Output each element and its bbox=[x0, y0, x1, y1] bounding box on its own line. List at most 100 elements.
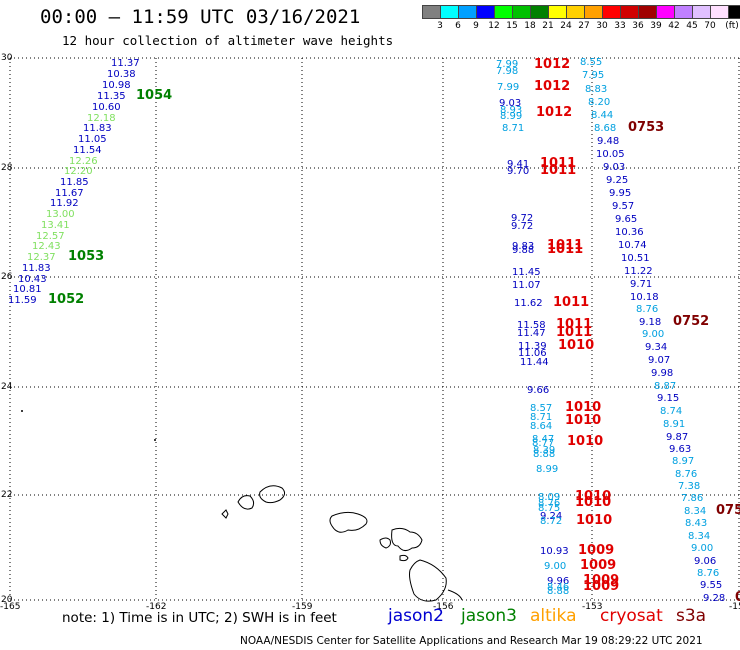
pass-time-label: 1053 bbox=[68, 249, 104, 264]
colorbar-swatch bbox=[728, 5, 740, 19]
wave-height-value: 10.18 bbox=[630, 292, 659, 303]
wave-height-value: 8.34 bbox=[688, 531, 710, 542]
wave-height-value: 9.34 bbox=[645, 342, 667, 353]
wave-height-value: 7.99 bbox=[496, 59, 518, 70]
pass-time-label: 1010 bbox=[575, 495, 611, 510]
longitude-tick: -156 bbox=[433, 602, 454, 612]
wave-height-value: 8.71 bbox=[530, 412, 552, 423]
island-molokai bbox=[329, 511, 368, 533]
wave-height-value: 8.43 bbox=[685, 518, 707, 529]
longitude-labels: -165 -162 -159 -156 -153 -15 bbox=[0, 602, 740, 612]
wave-height-value: 9.03 bbox=[499, 98, 521, 109]
wave-height-value: 9.03 bbox=[603, 162, 625, 173]
wave-height-value: 8.47 bbox=[532, 434, 554, 445]
wave-height-value: 8.57 bbox=[530, 403, 552, 414]
wave-height-value: 8.34 bbox=[684, 506, 706, 517]
wave-height-value: 11.39 bbox=[518, 341, 547, 352]
colorbar-label: 12 bbox=[488, 21, 500, 31]
wave-height-value: 8.76 bbox=[697, 568, 719, 579]
latitude-tick: 26 bbox=[1, 272, 13, 282]
pass-time-label: 1010 bbox=[567, 434, 603, 449]
wave-height-value: 11.83 bbox=[22, 263, 51, 274]
wave-height-value: 9.63 bbox=[669, 444, 691, 455]
pass-time-label: 1012 bbox=[536, 105, 572, 120]
colorbar-label: 42 bbox=[668, 21, 680, 31]
wave-height-value: 9.18 bbox=[639, 317, 661, 328]
wave-height-value: 11.45 bbox=[512, 267, 541, 278]
wave-height-value: 11.47 bbox=[517, 328, 546, 339]
wave-height-value: 8.99 bbox=[500, 111, 522, 122]
pass-time-label: 1011 bbox=[547, 242, 583, 257]
page-subtitle: 12 hour collection of altimeter wave hei… bbox=[62, 33, 394, 48]
wave-height-value: 7.95 bbox=[582, 70, 604, 81]
wave-height-value: 8.72 bbox=[540, 516, 562, 527]
map-dot bbox=[21, 410, 23, 412]
pass-time-label: 1010 bbox=[565, 400, 601, 415]
credit-footer: NOAA/NESDIS Center for Satellite Applica… bbox=[240, 635, 703, 647]
map-dot bbox=[154, 439, 156, 441]
wave-height-value: 11.54 bbox=[73, 145, 102, 156]
longitude-tick: -165 bbox=[0, 602, 20, 612]
latitude-tick: 28 bbox=[1, 163, 13, 173]
island-lanai bbox=[379, 537, 391, 549]
colorbar-label: 45 bbox=[686, 21, 698, 31]
wave-height-value: 8.93 bbox=[500, 105, 522, 116]
wave-height-value: 9.55 bbox=[700, 580, 722, 591]
pass-time-label: 1011 bbox=[556, 317, 592, 332]
island-niihau bbox=[221, 509, 229, 519]
pass-time-label: 1012 bbox=[534, 57, 570, 72]
wave-height-value: 11.85 bbox=[60, 177, 89, 188]
wave-height-value: 8.09 bbox=[538, 492, 560, 503]
wave-height-value: 9.72 bbox=[511, 213, 533, 224]
wave-height-value: 8.71 bbox=[502, 123, 524, 134]
colorbar-label: 6 bbox=[455, 21, 461, 31]
pass-time-label: 1009 bbox=[578, 543, 614, 558]
wave-height-value: 10.60 bbox=[92, 102, 121, 113]
wave-height-value: 13.00 bbox=[46, 209, 75, 220]
wave-height-value: 13.41 bbox=[41, 220, 70, 231]
wave-height-value: 10.51 bbox=[621, 253, 650, 264]
wave-height-value: 8.74 bbox=[660, 406, 682, 417]
pass-time-label: 0 bbox=[735, 590, 740, 605]
latitude-tick: 22 bbox=[1, 490, 12, 500]
pass-time-label: 1010 bbox=[558, 338, 594, 353]
pass-time-label: 1012 bbox=[534, 79, 570, 94]
island-maui bbox=[391, 527, 423, 552]
wave-height-value: 9.00 bbox=[691, 543, 713, 554]
latitude-tick: 30 bbox=[1, 53, 13, 63]
wave-height-value: 9.57 bbox=[612, 201, 634, 212]
wave-height-value: 11.59 bbox=[8, 295, 37, 306]
wave-height-value: 11.37 bbox=[111, 58, 140, 69]
island-oahu bbox=[259, 485, 286, 504]
legend-altika: altika bbox=[530, 606, 577, 626]
wave-height-value: 12.26 bbox=[69, 156, 98, 167]
wave-height-value: 11.07 bbox=[512, 280, 541, 291]
wave-height-value: 11.83 bbox=[83, 123, 112, 134]
colorbar-label: 27 bbox=[578, 21, 590, 31]
colorbar-labels: 3 6 9 12 15 18 21 24 27 30 33 36 39 42 45 70 (ft) bbox=[422, 21, 740, 33]
legend-s3a: s3a bbox=[676, 606, 707, 626]
wave-height-value: 10.93 bbox=[540, 546, 569, 557]
wave-height-value: 9.48 bbox=[597, 136, 619, 147]
colorbar-label: 15 bbox=[506, 21, 518, 31]
wave-height-value: 11.92 bbox=[50, 198, 79, 209]
wave-height-value: 9.65 bbox=[615, 214, 637, 225]
legend-jason3: jason3 bbox=[461, 606, 517, 626]
pass-time-label: 1011 bbox=[553, 295, 589, 310]
colorbar-label: 21 bbox=[542, 21, 554, 31]
latitude-tick: 24 bbox=[1, 382, 13, 392]
wave-height-value: 9.00 bbox=[544, 561, 566, 572]
pass-time-label: 1052 bbox=[48, 292, 84, 307]
wave-height-value: 9.66 bbox=[527, 385, 549, 396]
page-title: 00:00 – 11:59 UTC 03/16/2021 bbox=[40, 6, 361, 28]
colorbar-label: 3 bbox=[437, 21, 443, 31]
wave-height-value: 9.70 bbox=[507, 166, 529, 177]
pass-time-label: 1009 bbox=[583, 579, 619, 594]
wave-height-value: 7.86 bbox=[681, 493, 703, 504]
wave-height-value: 7.98 bbox=[496, 66, 518, 77]
wave-height-value: 8.44 bbox=[591, 110, 613, 121]
wave-height-value: 9.41 bbox=[507, 159, 529, 170]
wave-height-value: 9.98 bbox=[651, 368, 673, 379]
